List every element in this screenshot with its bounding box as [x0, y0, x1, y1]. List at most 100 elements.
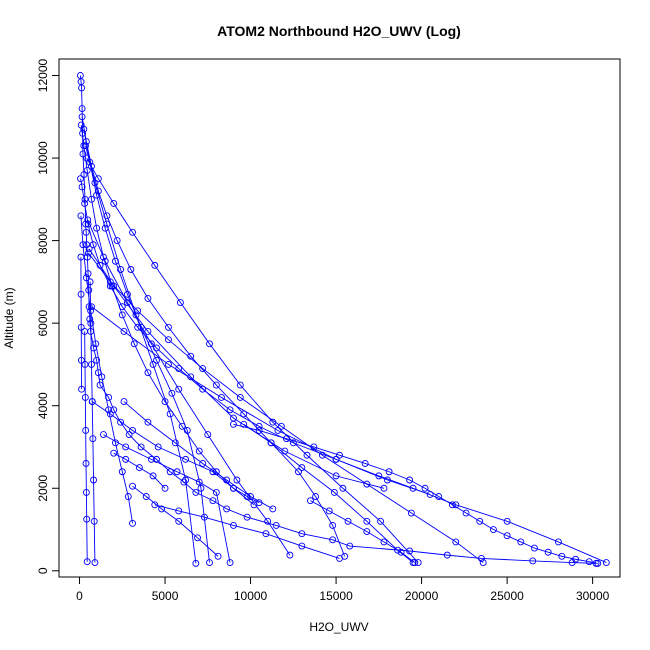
data-point: [346, 542, 354, 550]
axes-layer: 0 5000 10000 15000 20000 25000 30000 0 2000 4000 6…: [36, 58, 621, 603]
data-point: [83, 558, 91, 566]
data-point: [77, 212, 85, 220]
data-point: [79, 241, 87, 249]
data-point: [377, 517, 384, 525]
data-point: [375, 472, 383, 480]
data-point: [122, 455, 130, 463]
series-line-12: [80, 257, 83, 390]
series-line-13: [88, 248, 385, 489]
data-point: [503, 532, 511, 540]
data-point: [90, 517, 98, 525]
data-point: [236, 394, 244, 401]
data-point: [264, 517, 272, 525]
data-point: [206, 340, 213, 348]
data-point: [144, 327, 152, 335]
data-point: [332, 472, 340, 480]
y-tick-label: 2000: [36, 475, 50, 502]
data-point: [448, 501, 456, 509]
data-point: [129, 519, 137, 527]
data-point: [298, 530, 306, 538]
data-point: [91, 559, 99, 566]
data-point: [195, 447, 203, 455]
data-point: [77, 290, 85, 298]
data-point: [77, 253, 85, 261]
data-point: [147, 455, 155, 463]
series-line-16: [103, 434, 231, 563]
data-point: [183, 427, 191, 434]
data-point: [243, 513, 251, 521]
data-point: [78, 385, 86, 393]
data-point: [195, 478, 203, 486]
y-tick-label: 12000: [36, 59, 50, 93]
data-point: [87, 319, 95, 327]
data-point: [544, 548, 552, 556]
data-point: [82, 274, 90, 282]
data-point: [272, 521, 280, 529]
series-line-3: [81, 116, 346, 557]
data-point: [380, 484, 388, 492]
data-point: [226, 559, 234, 566]
data-point: [336, 554, 343, 562]
data-point: [78, 183, 86, 191]
data-point: [98, 373, 106, 381]
y-tick-label: 0: [36, 567, 50, 574]
data-point: [214, 552, 222, 560]
data-point: [385, 468, 393, 476]
data-point: [122, 443, 130, 451]
series-line-19: [154, 504, 340, 559]
data-point: [89, 241, 97, 249]
data-point: [286, 551, 294, 559]
data-point: [175, 517, 183, 525]
data-point: [250, 501, 258, 509]
data-point: [247, 493, 255, 500]
data-point: [158, 505, 166, 513]
series-line-23: [123, 401, 274, 510]
data-point: [209, 468, 217, 476]
data-point: [81, 360, 89, 368]
data-point: [166, 410, 174, 418]
data-point: [383, 476, 391, 484]
data-point: [86, 315, 94, 323]
x-tick-label: 10000: [234, 589, 268, 603]
data-point: [125, 431, 133, 439]
data-point: [409, 559, 417, 566]
data-point: [306, 497, 314, 505]
data-point: [435, 493, 443, 500]
x-axis-label: H2O_UWV: [309, 620, 368, 634]
data-point: [100, 431, 107, 439]
series-line-6: [86, 157, 419, 563]
data-point: [558, 552, 566, 560]
data-point: [298, 464, 306, 472]
data-point: [144, 294, 152, 302]
data-point: [78, 113, 86, 121]
data-point: [88, 398, 96, 406]
data-point: [165, 360, 172, 368]
data-point: [82, 142, 89, 150]
x-tick-label: 20000: [405, 589, 439, 603]
data-point: [88, 303, 95, 311]
data-point: [462, 509, 470, 517]
data-point: [182, 476, 190, 484]
x-tick-label: 15000: [319, 589, 353, 603]
data-point: [407, 509, 415, 517]
data-point: [78, 105, 86, 112]
data-point: [106, 410, 114, 418]
data-point: [363, 517, 371, 525]
data-point: [406, 547, 414, 555]
data-point: [269, 505, 277, 513]
data-point: [339, 484, 347, 492]
data-point: [325, 507, 333, 515]
data-point: [84, 270, 92, 278]
data-point: [130, 340, 138, 348]
series-line-22: [310, 500, 416, 563]
data-point: [89, 435, 97, 443]
data-point: [151, 501, 159, 509]
data-point: [380, 538, 388, 546]
data-point: [182, 455, 190, 463]
data-point: [165, 336, 172, 344]
data-point: [218, 394, 225, 401]
data-point: [137, 443, 145, 451]
data-point: [129, 482, 137, 490]
series-line-9: [88, 252, 484, 563]
